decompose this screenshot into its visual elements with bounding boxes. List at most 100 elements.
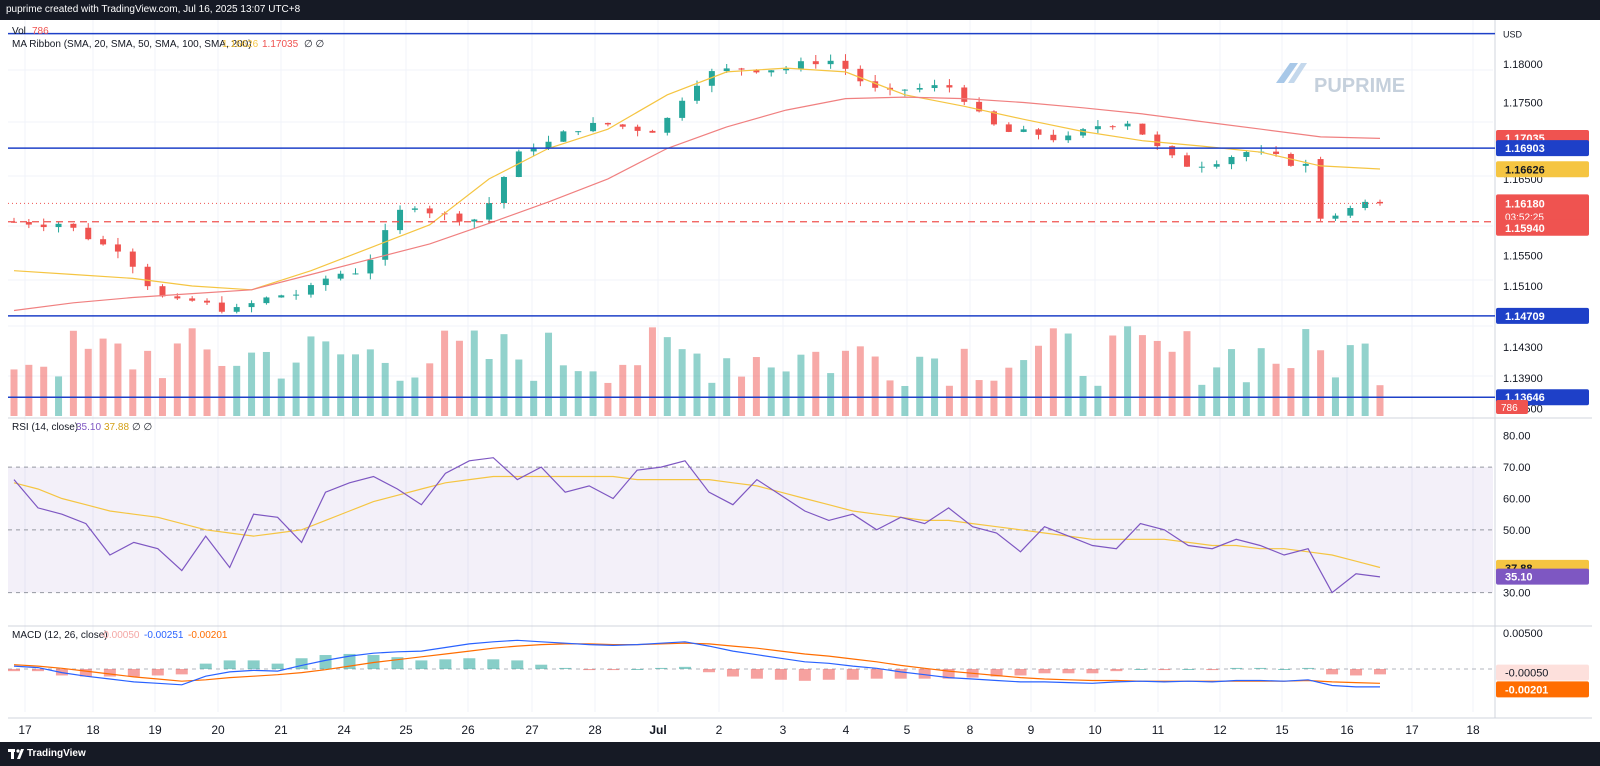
price-tick-label: 1.13900 (1503, 373, 1543, 385)
volume-bar-84 (1257, 348, 1265, 416)
volume-bar-61 (916, 356, 924, 416)
horizontal-levels (8, 32, 1495, 398)
candle-body-72 (1080, 129, 1087, 136)
macd-hist-bar-52 (1254, 667, 1267, 669)
volume-bar-41 (619, 364, 627, 416)
candle-body-75 (1124, 123, 1131, 127)
time-tick-label: 9 (1028, 723, 1035, 737)
volume-bar-16 (248, 352, 256, 416)
macd-hist-bar-32 (774, 669, 787, 680)
time-tick-label: 2 (716, 723, 723, 737)
footer-brand-text: TradingView (27, 748, 86, 759)
candle-body-1 (25, 222, 32, 225)
volume-bar-50 (752, 357, 760, 416)
volume-bar-22 (337, 354, 345, 416)
rsi-lines (13, 457, 1381, 594)
rsi-tick-label: 70.00 (1503, 462, 1531, 474)
candle-body-49 (738, 68, 745, 70)
badge-countdown: 03:52:25 (1505, 212, 1544, 223)
candle-body-19 (293, 294, 300, 296)
time-tick-label: 16 (1340, 723, 1354, 737)
macd-hist-bar-20 (487, 659, 500, 669)
volume-bar-63 (945, 385, 953, 416)
chart-credit-bar: puprime created with TradingView.com, Ju… (0, 0, 1600, 20)
watermark-text: PUPRIME (1314, 75, 1405, 97)
macd-hist-bar-11 (271, 663, 284, 669)
macd-hist-bar-34 (822, 669, 835, 680)
volume-bar-67 (1005, 367, 1013, 416)
watermark-logo-shape-2 (1288, 63, 1307, 83)
chart-credit-text: puprime created with TradingView.com, Ju… (6, 4, 301, 15)
chart-canvas: PUPRIME 1.180001.175001.165001.155001.15… (8, 20, 1592, 737)
legend-rsi-extra: ∅ ∅ (132, 422, 152, 433)
time-tick-label: 10 (1088, 723, 1102, 737)
volume-bar-90 (1346, 345, 1354, 416)
volume-bar-37 (559, 365, 567, 416)
candle-body-35 (530, 148, 537, 152)
time-tick-label: 17 (18, 723, 32, 737)
macd-hist-bar-4 (103, 669, 116, 677)
volume-bar-85 (1272, 363, 1280, 416)
candle-body-20 (307, 285, 314, 295)
candle-body-31 (471, 219, 478, 222)
macd-hist-bar-36 (870, 669, 883, 679)
volume-bar-64 (960, 348, 968, 416)
volume-bar-28 (426, 363, 434, 416)
badge-rsi-bg (1496, 568, 1589, 585)
candle-body-92 (1377, 201, 1383, 204)
ma-50-line (13, 96, 1381, 312)
macd-hist-bar-24 (583, 669, 596, 671)
candle-body-74 (1109, 126, 1116, 128)
badge-volume-bg (1496, 400, 1528, 414)
candle-body-57 (857, 68, 864, 82)
candle-body-41 (619, 124, 626, 127)
volume-bar-46 (693, 353, 701, 416)
candle-body-89 (1332, 215, 1339, 219)
time-tick-label: 11 (1152, 723, 1165, 737)
volume-bar-59 (886, 380, 894, 416)
badge-ma-20-bg (1496, 161, 1589, 178)
volume-bar-47 (708, 382, 716, 416)
watermark-logo-shape (1276, 63, 1298, 83)
candle-body-17 (263, 297, 270, 304)
volume-bar-52 (782, 371, 790, 416)
candle-body-81 (1213, 164, 1220, 167)
time-axis: 17 18 19 20 21 24 25 26 27 28 Jul 2 3 4 5 8 9 10 11 12 15 16 1… (18, 723, 1480, 737)
rsi-tick-label: 60.00 (1503, 493, 1531, 505)
volume-bar-14 (218, 365, 226, 416)
ma-20-line (13, 67, 1381, 291)
badge-level-114709: 1.14709 (1505, 311, 1545, 323)
candle-body-76 (1139, 123, 1146, 135)
legend-macd-value: -0.00251 (144, 630, 184, 641)
macd-hist-bar-9 (223, 660, 236, 669)
volume-bar-65 (975, 380, 983, 416)
macd-hist-bar-25 (607, 669, 620, 671)
candle-body-37 (560, 131, 567, 142)
candle-body-10 (159, 286, 166, 297)
volume-bar-34 (515, 359, 523, 416)
volume-bar-4 (69, 330, 77, 416)
candle-body-22 (337, 273, 344, 279)
volume-bar-48 (723, 358, 731, 416)
rsi-tick-label: 50.00 (1503, 525, 1531, 537)
candle-body-36 (545, 141, 552, 149)
volume-bar-30 (455, 340, 463, 416)
time-tick-label: 3 (780, 723, 787, 737)
legend-rsi-title: RSI (14, close) (12, 422, 78, 433)
candle-body-46 (694, 85, 700, 101)
time-tick-label: 5 (904, 723, 911, 737)
macd-hist-bar-17 (415, 660, 428, 669)
ma-ribbon (13, 67, 1381, 312)
volume-bar-73 (1094, 385, 1102, 416)
macd-hist-bar-50 (1206, 669, 1219, 671)
time-tick-label: 25 (399, 723, 413, 737)
volume-bar-91 (1361, 343, 1369, 416)
macd-line (13, 639, 1380, 688)
candle-body-40 (604, 122, 611, 125)
volume-bar-20 (307, 336, 315, 416)
candle-body-73 (1094, 126, 1101, 130)
volume-bar-56 (841, 350, 849, 416)
volume-bars (10, 326, 1384, 416)
price-tick-label: 1.17500 (1503, 97, 1543, 109)
candle-body-21 (322, 278, 329, 286)
